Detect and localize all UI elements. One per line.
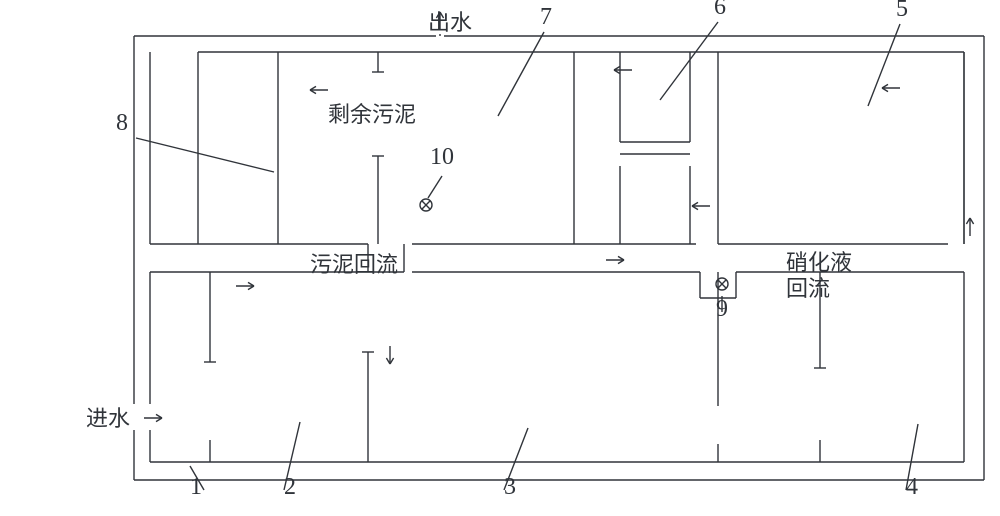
callout-10: 10 xyxy=(430,144,454,170)
label-inlet: 进水 xyxy=(86,406,130,431)
callout-8: 8 xyxy=(116,110,128,136)
callout-9: 9 xyxy=(716,296,728,322)
label-outlet: 出水 xyxy=(428,10,472,35)
label-nitr_return_1: 硝化液 xyxy=(786,250,852,275)
callout-3: 3 xyxy=(504,474,516,500)
diagram-canvas: 出水进水 剩余污泥污泥回流 硝化液回流 1 2 3 4 5 6 7 8 9 10 xyxy=(0,0,1000,516)
callout-5: 5 xyxy=(896,0,908,22)
label-nitr_return_2: 回流 xyxy=(786,276,830,301)
callout-2: 2 xyxy=(284,474,296,500)
callout-6: 6 xyxy=(714,0,726,20)
label-excess_sludge: 剩余污泥 xyxy=(328,102,416,127)
callout-7: 7 xyxy=(540,4,552,30)
callout-4: 4 xyxy=(906,474,918,500)
label-sludge_return: 污泥回流 xyxy=(310,252,398,277)
callout-1: 1 xyxy=(190,474,202,500)
